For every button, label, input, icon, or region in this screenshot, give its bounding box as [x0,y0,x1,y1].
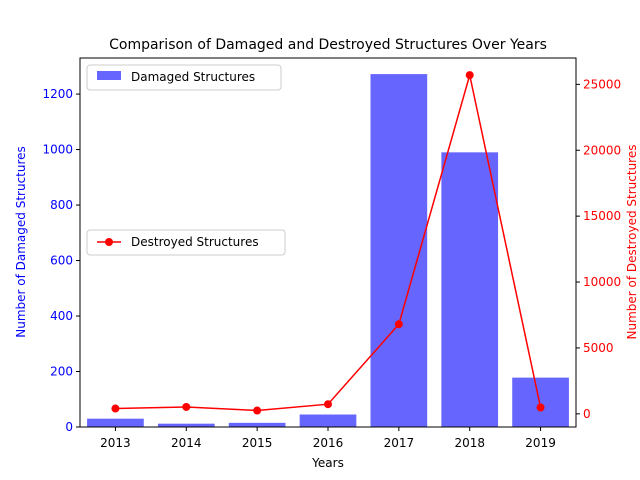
left-axis-label: Number of Damaged Structures [14,146,28,338]
point-2019 [536,403,545,412]
left-tick-label-1000: 1000 [42,143,73,157]
x-tick-label-2017: 2017 [384,436,415,450]
bar-2019 [512,377,569,427]
x-tick-label-2018: 2018 [454,436,485,450]
bar-2013 [87,418,144,427]
right-tick-label-5000: 5000 [583,341,614,355]
x-tick-label-2019: 2019 [525,436,556,450]
bar-2016 [299,414,357,427]
point-2013 [111,404,120,413]
point-2016 [324,400,332,409]
x-tick-label-2015: 2015 [242,436,273,450]
legend-damaged: Damaged Structures [86,64,282,91]
point-2015 [253,406,262,415]
legend-destroyed-label: Destroyed Structures [131,235,259,249]
right-tick-label-10000: 10000 [583,275,621,289]
left-tick-label-200: 200 [50,365,73,379]
x-tick-label-2014: 2014 [171,436,202,450]
bar-2017 [370,74,428,427]
left-tick-label-600: 600 [50,254,73,268]
left-tick-label-1200: 1200 [42,87,73,101]
left-tick-label-800: 800 [50,198,73,212]
right-axis-label: Number of Destroyed Structures [625,145,639,340]
chart-title: Comparison of Damaged and Destroyed Stru… [109,37,547,53]
x-tick-label-2016: 2016 [313,436,344,450]
right-tick-label-20000: 20000 [583,143,621,157]
right-tick-label-25000: 25000 [583,77,621,91]
legend-destroyed-marker [105,238,113,246]
legend-damaged-label: Damaged Structures [131,70,255,84]
x-axis-label: Years [311,456,344,470]
point-2017 [394,320,403,329]
legend-destroyed: Destroyed Structures [86,229,286,256]
bar-2018 [441,152,499,428]
left-tick-label-400: 400 [50,309,73,323]
point-2014 [182,402,191,411]
bar-2014 [157,423,215,427]
right-tick-label-15000: 15000 [583,209,621,223]
bar-2015 [228,422,286,427]
x-tick-label-2013: 2013 [100,436,131,450]
point-2018 [465,71,474,80]
legend-damaged-swatch [97,71,121,80]
right-tick-label-0: 0 [583,407,591,421]
left-tick-label-0: 0 [65,420,73,434]
